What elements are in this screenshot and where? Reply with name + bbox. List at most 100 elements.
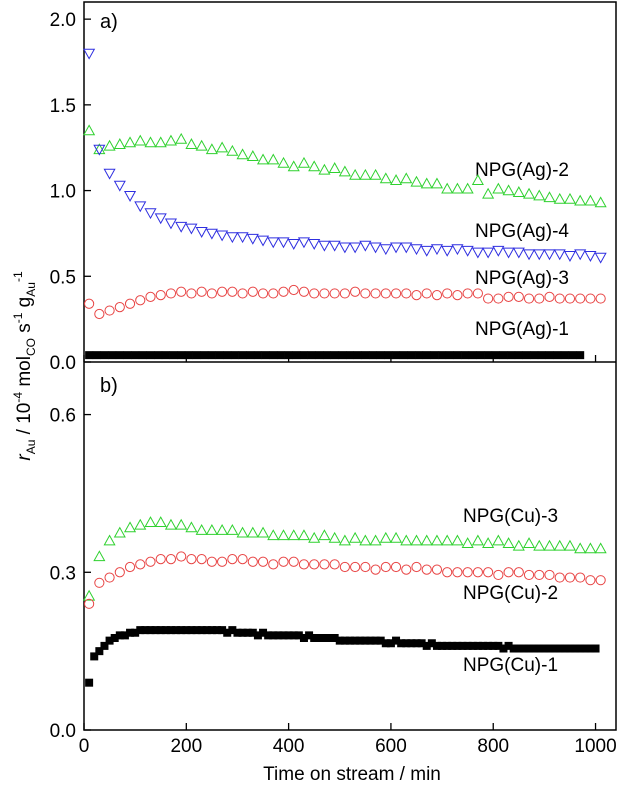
- point-npg-ag-4: [308, 239, 321, 250]
- point-npg-ag-3: [206, 288, 217, 299]
- point-npg-cu-3: [502, 537, 515, 549]
- point-npg-cu-1: [458, 641, 467, 650]
- point-npg-cu-2: [329, 559, 340, 570]
- point-npg-ag-3: [585, 293, 596, 304]
- y-title-mol-sub: CO: [24, 338, 38, 356]
- point-npg-ag-4: [553, 249, 566, 261]
- point-npg-cu-1: [484, 641, 493, 650]
- point-npg-ag-3: [94, 308, 105, 320]
- point-npg-cu-1: [361, 636, 370, 645]
- point-npg-cu-3: [338, 534, 351, 546]
- point-npg-cu-1: [519, 644, 528, 653]
- point-npg-ag-4: [533, 249, 546, 261]
- point-npg-ag-4: [236, 232, 249, 244]
- point-npg-ag-2: [328, 162, 341, 173]
- point-npg-ag-3: [595, 293, 606, 304]
- point-npg-cu-3: [83, 589, 96, 601]
- point-npg-ag-3: [104, 305, 115, 316]
- point-npg-ag-2: [420, 177, 433, 189]
- point-npg-ag-4: [164, 218, 178, 230]
- point-npg-cu-3: [277, 529, 290, 541]
- x-tick-label: 1000: [574, 736, 616, 757]
- point-npg-cu-1: [545, 644, 554, 653]
- point-npg-ag-3: [339, 288, 350, 299]
- point-npg-ag-1: [346, 351, 354, 360]
- point-npg-ag-3: [544, 291, 555, 302]
- y-tick-label-panel-2: 0.6: [50, 406, 76, 427]
- point-npg-cu-3: [400, 534, 413, 546]
- point-npg-cu-1: [376, 636, 385, 645]
- point-npg-ag-3: [257, 288, 269, 299]
- point-npg-cu-3: [134, 518, 147, 530]
- point-npg-ag-3: [564, 293, 576, 304]
- point-npg-cu-1: [443, 641, 452, 650]
- point-npg-cu-2: [493, 569, 504, 581]
- point-npg-cu-1: [381, 639, 390, 648]
- point-npg-cu-3: [359, 534, 372, 546]
- point-npg-ag-1: [507, 351, 516, 360]
- series-label-npg-ag-3: NPG(Ag)-3: [475, 268, 569, 289]
- point-npg-cu-1: [509, 644, 518, 653]
- point-npg-ag-2: [563, 192, 577, 204]
- series-label-npg-cu-2: NPG(Cu)-2: [463, 583, 558, 604]
- point-npg-ag-4: [123, 191, 137, 202]
- point-npg-ag-3: [237, 288, 248, 299]
- point-npg-cu-1: [560, 644, 569, 653]
- point-npg-ag-3: [421, 288, 432, 299]
- point-npg-ag-3: [350, 286, 361, 297]
- point-npg-ag-1: [384, 351, 393, 360]
- point-npg-ag-3: [145, 291, 156, 302]
- point-npg-cu-3: [512, 539, 525, 551]
- y-title-g: g: [14, 297, 35, 313]
- point-npg-cu-1: [453, 641, 462, 650]
- point-npg-ag-1: [100, 351, 109, 360]
- point-npg-cu-1: [228, 626, 237, 635]
- point-npg-cu-3: [318, 529, 331, 541]
- point-npg-cu-1: [535, 644, 544, 653]
- point-npg-ag-3: [196, 286, 207, 297]
- point-npg-cu-3: [328, 531, 341, 543]
- point-npg-cu-3: [185, 521, 198, 533]
- point-npg-ag-1: [161, 351, 170, 360]
- point-npg-cu-2: [513, 567, 524, 578]
- point-npg-ag-1: [115, 351, 124, 360]
- y-title-mol: mol: [14, 356, 35, 392]
- point-npg-cu-1: [422, 641, 431, 650]
- point-npg-cu-2: [104, 572, 115, 583]
- point-npg-cu-3: [93, 550, 106, 562]
- plot-frame: [83, 1, 617, 731]
- point-npg-ag-2: [533, 189, 546, 201]
- point-npg-ag-3: [278, 286, 289, 297]
- point-npg-ag-4: [267, 237, 280, 249]
- y-tick-label-panel-2: 0.0: [50, 721, 76, 742]
- point-npg-ag-1: [399, 351, 408, 360]
- point-npg-ag-1: [177, 351, 186, 360]
- x-tick-label: 200: [170, 736, 202, 757]
- point-npg-cu-3: [533, 539, 546, 551]
- point-npg-ag-1: [422, 351, 431, 360]
- point-npg-cu-3: [543, 539, 556, 551]
- point-npg-ag-1: [415, 351, 424, 360]
- point-npg-cu-1: [264, 631, 273, 640]
- point-npg-ag-1: [154, 351, 163, 360]
- point-npg-cu-3: [451, 534, 464, 546]
- point-npg-ag-2: [236, 148, 249, 160]
- point-npg-cu-1: [161, 626, 170, 635]
- point-npg-cu-2: [431, 564, 443, 575]
- point-npg-ag-1: [430, 351, 439, 360]
- point-npg-ag-3: [370, 288, 381, 299]
- point-npg-cu-2: [247, 556, 258, 567]
- point-npg-cu-1: [463, 641, 472, 650]
- y-title-r-sub: Au: [24, 440, 38, 455]
- point-npg-ag-3: [360, 288, 371, 299]
- point-npg-ag-4: [195, 227, 208, 238]
- point-npg-ag-3: [247, 286, 258, 297]
- point-npg-cu-2: [452, 567, 463, 578]
- point-npg-cu-1: [289, 631, 298, 640]
- point-npg-cu-2: [288, 556, 299, 567]
- point-npg-cu-1: [315, 634, 324, 642]
- point-npg-ag-1: [468, 351, 477, 360]
- point-npg-ag-1: [553, 351, 562, 360]
- point-npg-cu-1: [243, 628, 252, 637]
- point-npg-ag-2: [389, 174, 403, 185]
